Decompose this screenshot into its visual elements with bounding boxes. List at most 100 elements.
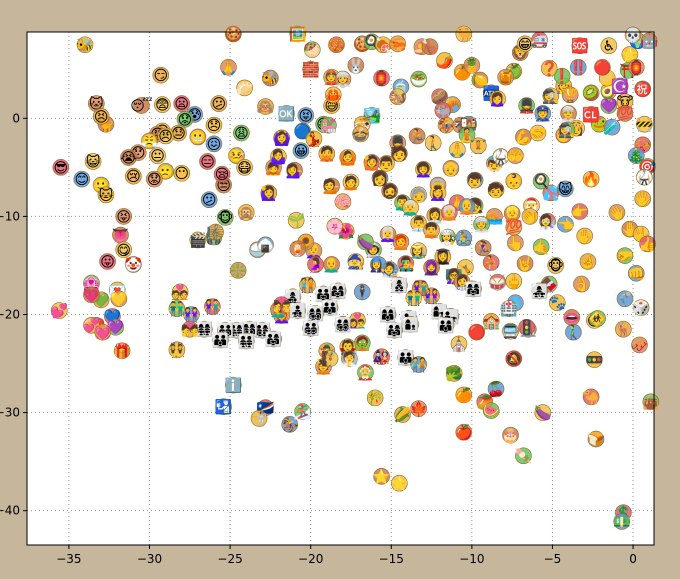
- point-marker: [157, 127, 174, 145]
- point-marker: [455, 25, 473, 43]
- point-glyph: 👨‍🦳: [402, 200, 419, 217]
- data-point: 🌱: [287, 212, 305, 229]
- data-point: 🐾: [548, 294, 566, 312]
- point-glyph: 🍋: [471, 73, 488, 89]
- point-marker: [265, 330, 282, 348]
- data-point: 👩: [371, 169, 389, 187]
- point-glyph: 😟: [178, 112, 193, 128]
- data-point: 😏: [152, 66, 170, 84]
- point-marker: [257, 236, 274, 254]
- point-marker: [642, 393, 660, 411]
- point-marker: [482, 313, 500, 330]
- data-point: 😝: [115, 208, 133, 225]
- data-point: ⛪: [450, 335, 467, 353]
- point-marker: [632, 299, 650, 316]
- point-glyph: 🥦: [445, 364, 462, 382]
- data-point: 🚶: [424, 134, 442, 152]
- point-marker: [489, 90, 506, 107]
- point-marker: [548, 294, 566, 312]
- point-marker: [176, 110, 194, 128]
- point-glyph: 💪: [515, 129, 532, 146]
- point-marker: [450, 335, 468, 353]
- point-glyph: 🌶️: [436, 52, 453, 69]
- data-point: 🥁: [489, 273, 507, 291]
- point-glyph: 🙋‍♀️: [260, 185, 277, 202]
- data-point: 🏂: [294, 403, 311, 421]
- point-glyph: 🔴: [468, 324, 485, 341]
- point-glyph: 🍲: [352, 126, 369, 143]
- point-glyph: 👩‍💼: [426, 207, 443, 224]
- point-marker: [181, 320, 199, 338]
- point-glyph: 🔕: [505, 351, 522, 368]
- x-tick-label: −15: [379, 552, 404, 566]
- data-point: 🙋‍♀️: [260, 184, 278, 202]
- point-marker: [257, 98, 274, 115]
- point-marker: [323, 177, 340, 195]
- point-marker: [636, 115, 653, 133]
- point-marker: [273, 296, 290, 313]
- point-glyph: 😨: [155, 98, 170, 114]
- point-marker: [199, 153, 216, 170]
- data-point: 🏃‍♀️: [474, 239, 492, 257]
- point-marker: [547, 257, 564, 274]
- data-point: 🎁: [113, 342, 131, 360]
- data-point: 💀: [624, 26, 642, 44]
- point-marker: [634, 80, 652, 98]
- data-point: 🤲: [507, 147, 524, 165]
- point-marker: [397, 255, 415, 272]
- point-glyph: 🏃: [408, 128, 425, 145]
- point-glyph: 🙈: [257, 100, 275, 116]
- data-point: 🖐️: [634, 190, 651, 208]
- data-point: 😀: [292, 142, 310, 160]
- point-marker: [391, 474, 408, 492]
- point-marker: [200, 191, 218, 209]
- point-marker: [94, 323, 112, 341]
- data-point: 😁: [516, 35, 534, 53]
- data-point: 😩: [233, 124, 250, 142]
- data-point: 🤡: [125, 256, 142, 273]
- data-point: 🤷‍♀️: [270, 148, 287, 166]
- point-marker: [339, 149, 357, 166]
- data-point: 🐵: [216, 209, 234, 226]
- data-point: 🍎: [455, 423, 472, 441]
- point-glyph: 🍍: [463, 57, 480, 74]
- data-point: 💕: [51, 302, 68, 320]
- point-glyph: 😖: [207, 137, 222, 153]
- point-marker: [307, 256, 324, 273]
- data-point: ℹ️: [225, 376, 242, 394]
- data-point: ☪️: [611, 77, 629, 95]
- point-marker: [315, 285, 332, 303]
- data-point: 🐪: [582, 388, 600, 406]
- point-glyph: 👨: [378, 155, 395, 172]
- point-glyph: 🏃‍♀️: [474, 240, 491, 257]
- point-glyph: 🧖: [341, 350, 358, 368]
- data-point: 😟: [146, 170, 163, 188]
- point-marker: [410, 242, 427, 260]
- point-marker: [287, 212, 305, 229]
- point-marker: [389, 88, 407, 106]
- point-marker: [497, 68, 515, 86]
- data-point: 🎂: [502, 426, 519, 444]
- point-marker: [423, 259, 440, 276]
- point-marker: [631, 336, 648, 354]
- data-point: 💯: [616, 105, 634, 122]
- point-glyph: 🧙: [347, 254, 364, 271]
- point-glyph: 🤖: [640, 33, 657, 50]
- point-marker: [212, 331, 229, 349]
- point-glyph: 💃: [305, 131, 322, 148]
- data-point: 🦿: [616, 290, 633, 308]
- point-marker: [357, 233, 374, 251]
- point-marker: [473, 215, 490, 233]
- point-glyph: 🤘: [516, 254, 533, 272]
- point-marker: [542, 87, 560, 105]
- data-point: 😛: [99, 253, 116, 271]
- point-glyph: 🧘: [458, 127, 475, 144]
- point-marker: [260, 184, 278, 202]
- data-point: 💏: [181, 320, 199, 338]
- point-marker: [616, 290, 634, 308]
- point-marker: [270, 148, 287, 165]
- data-point: ㊗️: [634, 80, 652, 98]
- data-point: 🍪: [225, 25, 242, 43]
- point-marker: [405, 289, 423, 307]
- point-marker: [210, 95, 228, 112]
